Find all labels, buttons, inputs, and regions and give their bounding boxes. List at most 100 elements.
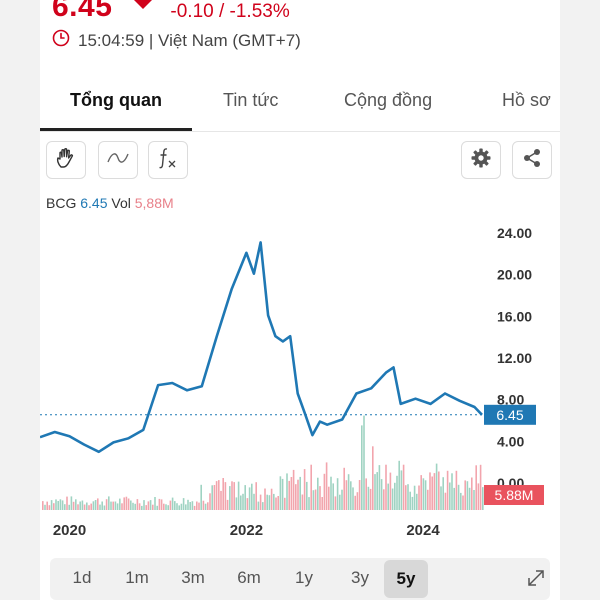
- range-1m[interactable]: 1m: [125, 568, 149, 587]
- last-volume-tag: [484, 485, 544, 505]
- share-button[interactable]: [512, 141, 552, 179]
- volume-bar: [308, 497, 310, 510]
- volume-bar: [297, 479, 299, 510]
- y-tick-label: 4.00: [497, 433, 524, 449]
- volume-bar: [92, 501, 95, 510]
- volume-bar: [99, 504, 101, 510]
- volume-bar: [380, 479, 383, 510]
- volume-bar: [374, 474, 376, 510]
- volume-bar: [204, 503, 207, 510]
- volume-bar: [209, 493, 211, 510]
- volume-bar: [363, 415, 365, 510]
- range-1d[interactable]: 1d: [72, 568, 92, 587]
- volume-bar: [268, 495, 271, 510]
- volume-bar: [334, 496, 337, 510]
- volume-bar: [158, 498, 161, 510]
- volume-bar: [259, 494, 262, 510]
- volume-bar: [433, 473, 436, 510]
- expand-icon[interactable]: [526, 568, 546, 593]
- volume-bar: [213, 485, 216, 510]
- clock-icon: [52, 29, 70, 52]
- volume-bar: [387, 483, 389, 510]
- tab-active-indicator: [40, 128, 192, 131]
- volume-bar: [339, 494, 341, 510]
- volume-bar: [55, 499, 57, 510]
- volume-bar: [444, 492, 447, 510]
- volume-bar: [413, 485, 416, 510]
- volume-bar: [365, 478, 367, 510]
- volume-bar: [369, 488, 372, 510]
- tab-community[interactable]: Cộng đồng: [344, 90, 433, 110]
- hand-icon: [55, 147, 77, 174]
- volume-bar: [171, 497, 174, 510]
- tab-profile[interactable]: Hồ sơ: [502, 90, 551, 110]
- volume-bar: [191, 501, 194, 510]
- last-price-tag: [484, 404, 536, 425]
- volume-bar: [88, 505, 90, 510]
- volume-bar: [211, 485, 213, 510]
- volume-bar: [479, 464, 482, 510]
- volume-bar: [330, 476, 332, 510]
- range-5y[interactable]: 5y: [384, 560, 428, 598]
- volume-bar: [270, 488, 273, 510]
- range-6m[interactable]: 6m: [237, 568, 261, 587]
- range-3m[interactable]: 3m: [181, 568, 205, 587]
- volume-bar: [385, 464, 387, 510]
- volume-bar: [361, 425, 363, 510]
- tab-news[interactable]: Tin tức: [223, 90, 279, 110]
- volume-bar: [70, 496, 73, 510]
- volume-bar: [251, 483, 253, 510]
- y-tick-label: 24.00: [497, 225, 532, 241]
- draw-hand-button[interactable]: [46, 141, 86, 179]
- volume-bar: [193, 505, 196, 510]
- volume-bar: [438, 471, 440, 510]
- volume-bar: [284, 497, 286, 510]
- volume-bar: [440, 486, 442, 510]
- quote-screen: 6.45 -0.10 / -1.53% 15:04:59 | Việt Nam …: [40, 0, 560, 600]
- volume-bar: [145, 505, 147, 510]
- volume-bar: [310, 464, 312, 510]
- last-price-tag-label: 6.45: [496, 407, 523, 423]
- settings-button[interactable]: [461, 141, 501, 179]
- indicator-curve-button[interactable]: [98, 141, 138, 179]
- volume-bar: [50, 500, 53, 510]
- volume-bar: [391, 488, 394, 510]
- volume-bar: [424, 480, 427, 510]
- volume-bar: [460, 492, 462, 510]
- volume-bar: [336, 478, 339, 510]
- volume-bar: [160, 499, 163, 510]
- volume-bar: [235, 497, 238, 510]
- volume-bar: [416, 493, 418, 510]
- time-range-bar: 1d 1m 3m 6m 1y 3y 5y: [50, 558, 550, 600]
- tab-overview[interactable]: Tổng quan: [70, 90, 162, 110]
- volume-bar: [48, 505, 51, 510]
- volume-bar: [299, 476, 301, 510]
- volume-bar: [264, 488, 266, 510]
- volume-bar: [312, 490, 315, 510]
- volume-bar: [125, 496, 128, 510]
- volume-bar: [292, 469, 295, 510]
- volume-bar: [462, 495, 464, 510]
- price-chart[interactable]: 24.0020.0016.0012.008.004.000.006.455.88…: [40, 205, 560, 545]
- y-tick-label: 16.00: [497, 308, 532, 324]
- volume-bar: [163, 503, 165, 510]
- volume-bar: [376, 472, 378, 510]
- volume-bar: [220, 490, 222, 510]
- volume-bar: [64, 504, 66, 510]
- volume-bar: [477, 483, 480, 510]
- volume-bar: [189, 502, 191, 510]
- function-button[interactable]: [148, 141, 188, 179]
- volume-bar: [46, 501, 48, 510]
- volume-bar: [405, 485, 407, 510]
- volume-bar: [394, 482, 396, 510]
- volume-bar: [323, 473, 326, 510]
- volume-bar: [90, 503, 92, 510]
- volume-bar: [435, 463, 438, 510]
- volume-bar: [72, 501, 75, 510]
- heart-icon[interactable]: [132, 0, 154, 14]
- range-3y[interactable]: 3y: [351, 568, 369, 587]
- volume-bar: [325, 462, 328, 510]
- x-tick-label: 2020: [53, 522, 86, 539]
- range-1y[interactable]: 1y: [295, 568, 313, 587]
- volume-bar: [288, 480, 290, 510]
